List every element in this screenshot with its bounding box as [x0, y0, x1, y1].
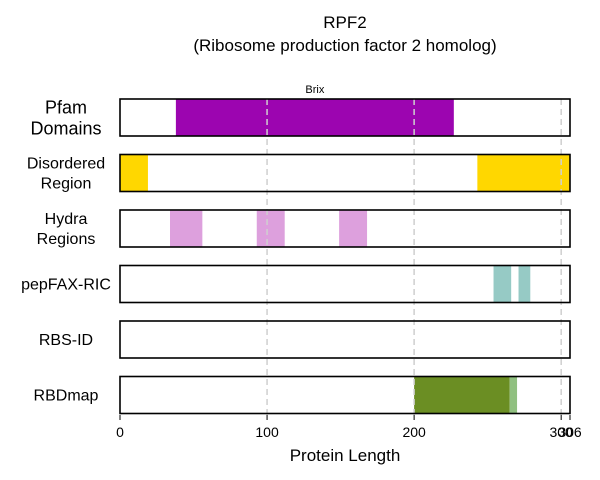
x-tick-label-300: 300 — [549, 424, 573, 440]
segment-label-pfam-domains-1: Brix — [305, 84, 324, 96]
segment-hydra-regions-2 — [256, 210, 285, 247]
track-frame-disordered-region — [119, 153, 571, 193]
segment-hydra-regions-1 — [170, 210, 203, 247]
segment-pfam-domains-1 — [175, 99, 454, 136]
x-tick-label-100: 100 — [255, 424, 279, 440]
segment-disordered-region-1 — [120, 154, 148, 192]
segment-pepfax-ric-2 — [518, 265, 531, 303]
segment-hydra-regions-3 — [339, 210, 368, 247]
track-frame-pepfax-ric — [119, 264, 571, 304]
chart-title: RPF2 — [323, 13, 366, 32]
track-label-pepfax-ric: pepFAX-RIC — [21, 277, 111, 294]
track-frame-rbs-id — [119, 320, 571, 359]
track-frames-group: Pfam Domains Disordered Region Hydra Regions p… — [21, 97, 571, 415]
x-axis-label: Protein Length — [290, 446, 401, 465]
track-label-disordered-region: Disordered Region — [27, 156, 105, 193]
tracks-group: Brix — [120, 84, 570, 414]
track-label-rbdmap: RBDmap — [34, 388, 99, 405]
x-tick-label-306: 306 — [558, 424, 582, 440]
track-label-rbs-id: RBS-ID — [39, 332, 93, 349]
segment-rbdmap-1 — [414, 376, 510, 414]
track-label-pfam-domains: Pfam Domains — [30, 97, 101, 138]
gridlines-group — [266, 99, 562, 415]
x-tick-label-200: 200 — [402, 424, 426, 440]
chart-subtitle: (Ribosome production factor 2 homolog) — [193, 36, 496, 55]
segment-rbdmap-2 — [509, 376, 518, 414]
track-frame-rbdmap — [119, 375, 571, 415]
x-tick-label-0: 0 — [116, 424, 124, 440]
track-frame-hydra-regions — [119, 209, 571, 248]
track-frame-pfam-domains — [119, 98, 571, 137]
segment-pepfax-ric-1 — [493, 265, 512, 303]
segment-disordered-region-2 — [477, 154, 570, 192]
track-label-hydra-regions: Hydra Regions — [37, 211, 96, 248]
